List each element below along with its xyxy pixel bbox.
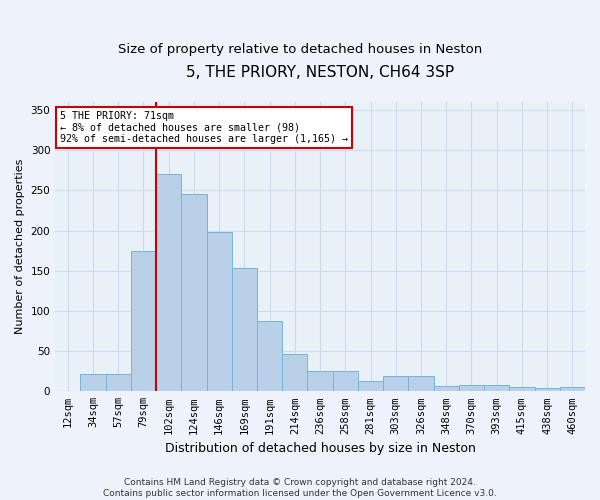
Title: 5, THE PRIORY, NESTON, CH64 3SP: 5, THE PRIORY, NESTON, CH64 3SP xyxy=(186,65,454,80)
X-axis label: Distribution of detached houses by size in Neston: Distribution of detached houses by size … xyxy=(164,442,476,455)
Bar xyxy=(106,374,131,392)
Bar xyxy=(307,371,332,392)
Bar xyxy=(509,388,535,392)
Bar xyxy=(383,376,409,392)
Bar xyxy=(282,354,307,392)
Bar xyxy=(156,174,181,392)
Y-axis label: Number of detached properties: Number of detached properties xyxy=(15,159,25,334)
Bar xyxy=(535,388,560,392)
Bar xyxy=(257,320,282,392)
Bar xyxy=(332,371,358,392)
Bar xyxy=(80,374,106,392)
Bar xyxy=(459,385,484,392)
Bar xyxy=(358,381,383,392)
Bar xyxy=(560,388,585,392)
Bar xyxy=(232,268,257,392)
Text: Size of property relative to detached houses in Neston: Size of property relative to detached ho… xyxy=(118,42,482,56)
Bar xyxy=(181,194,206,392)
Text: Contains HM Land Registry data © Crown copyright and database right 2024.
Contai: Contains HM Land Registry data © Crown c… xyxy=(103,478,497,498)
Bar xyxy=(206,232,232,392)
Bar xyxy=(434,386,459,392)
Bar xyxy=(484,385,509,392)
Bar xyxy=(131,250,156,392)
Bar xyxy=(409,376,434,392)
Text: 5 THE PRIORY: 71sqm
← 8% of detached houses are smaller (98)
92% of semi-detache: 5 THE PRIORY: 71sqm ← 8% of detached hou… xyxy=(61,110,349,144)
